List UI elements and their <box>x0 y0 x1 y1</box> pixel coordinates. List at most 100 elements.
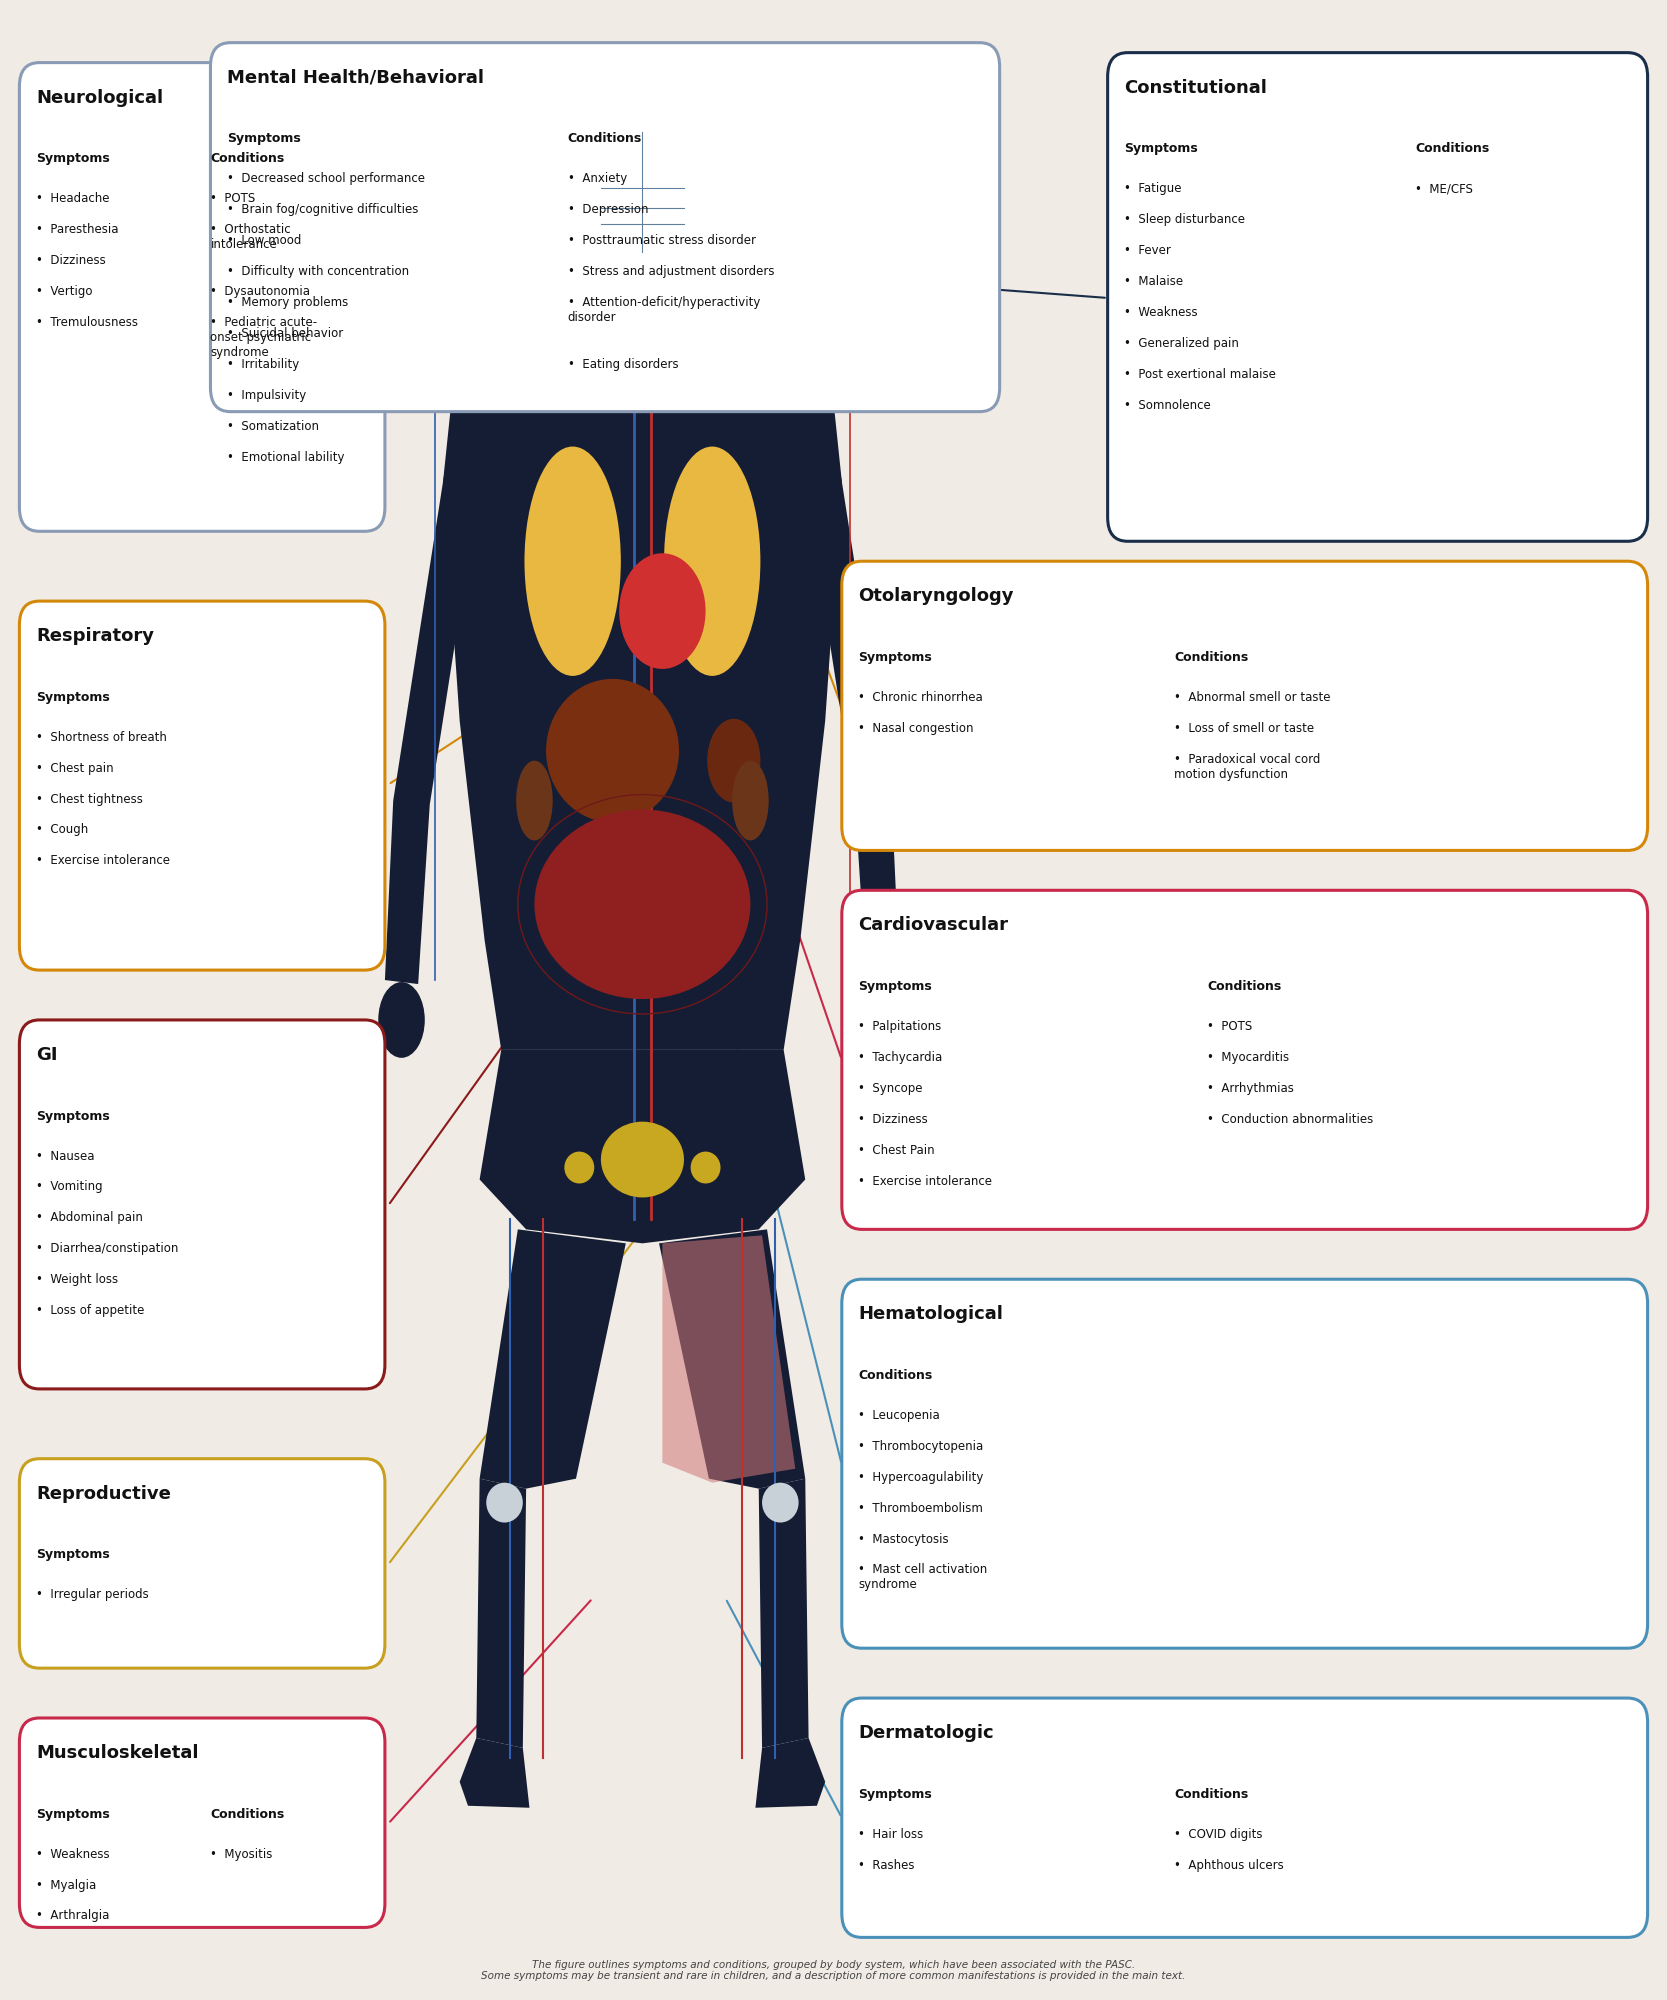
Text: •  Leucopenia: • Leucopenia <box>859 1408 940 1422</box>
Ellipse shape <box>600 1122 683 1198</box>
FancyBboxPatch shape <box>842 562 1647 850</box>
Text: •  Hypercoagulability: • Hypercoagulability <box>859 1470 984 1484</box>
Text: •  Mastocytosis: • Mastocytosis <box>859 1532 949 1546</box>
FancyBboxPatch shape <box>20 1718 385 1928</box>
Text: •  Decreased school performance: • Decreased school performance <box>227 172 425 186</box>
Text: •  Abdominal pain: • Abdominal pain <box>37 1212 143 1224</box>
Text: •  POTS: • POTS <box>1207 1020 1252 1032</box>
Text: •  Chest Pain: • Chest Pain <box>859 1144 935 1156</box>
Text: •  Attention-deficit/hyperactivity
disorder: • Attention-deficit/hyperactivity disord… <box>568 296 760 324</box>
Text: •  Irritability: • Irritability <box>227 358 300 370</box>
Text: •  Eating disorders: • Eating disorders <box>568 358 678 370</box>
Ellipse shape <box>690 1152 720 1184</box>
Text: Conditions: Conditions <box>210 152 285 166</box>
Ellipse shape <box>707 718 760 802</box>
Text: Cardiovascular: Cardiovascular <box>859 916 1009 934</box>
Text: Hematological: Hematological <box>859 1306 1004 1324</box>
Text: •  Myalgia: • Myalgia <box>37 1878 97 1892</box>
Text: •  Post exertional malaise: • Post exertional malaise <box>1124 368 1277 380</box>
Text: •  Shortness of breath: • Shortness of breath <box>37 730 167 744</box>
Text: •  Nausea: • Nausea <box>37 1150 95 1162</box>
Text: •  Thromboembolism: • Thromboembolism <box>859 1502 984 1514</box>
Text: Symptoms: Symptoms <box>37 690 110 704</box>
Text: •  Loss of appetite: • Loss of appetite <box>37 1304 145 1318</box>
Ellipse shape <box>378 982 425 1058</box>
Text: •  Fatigue: • Fatigue <box>1124 182 1182 196</box>
Text: •  Cough: • Cough <box>37 824 88 836</box>
Text: Reproductive: Reproductive <box>37 1484 172 1502</box>
Text: •  Abnormal smell or taste: • Abnormal smell or taste <box>1174 690 1330 704</box>
Text: •  Exercise intolerance: • Exercise intolerance <box>37 854 170 868</box>
Text: •  Weakness: • Weakness <box>1124 306 1199 318</box>
Polygon shape <box>605 286 678 332</box>
FancyBboxPatch shape <box>20 602 385 970</box>
Text: •  Headache: • Headache <box>37 192 110 206</box>
Text: •  Sleep disturbance: • Sleep disturbance <box>1124 214 1245 226</box>
Text: Constitutional: Constitutional <box>1124 78 1267 96</box>
Ellipse shape <box>535 810 750 1000</box>
Text: •  COVID digits: • COVID digits <box>1174 1828 1262 1840</box>
Text: Symptoms: Symptoms <box>37 152 110 166</box>
Text: •  Weakness: • Weakness <box>37 1848 110 1860</box>
Text: •  Irregular periods: • Irregular periods <box>37 1588 148 1602</box>
Text: •  Dizziness: • Dizziness <box>37 254 105 268</box>
Text: •  Malaise: • Malaise <box>1124 276 1184 288</box>
Text: Symptoms: Symptoms <box>859 1788 932 1800</box>
Ellipse shape <box>565 1152 593 1184</box>
Text: •  Myocarditis: • Myocarditis <box>1207 1050 1290 1064</box>
Text: •  Arrhythmias: • Arrhythmias <box>1207 1082 1294 1094</box>
Text: Conditions: Conditions <box>210 1808 285 1820</box>
Polygon shape <box>385 332 505 984</box>
Text: •  Aphthous ulcers: • Aphthous ulcers <box>1174 1858 1284 1872</box>
Text: •  Fever: • Fever <box>1124 244 1172 258</box>
Text: Conditions: Conditions <box>1207 980 1282 994</box>
Ellipse shape <box>618 554 705 668</box>
Text: •  Myositis: • Myositis <box>210 1848 273 1860</box>
Text: •  Vertigo: • Vertigo <box>37 284 92 298</box>
Text: •  Diarrhea/constipation: • Diarrhea/constipation <box>37 1242 178 1256</box>
Text: •  Chronic rhinorrhea: • Chronic rhinorrhea <box>859 690 984 704</box>
Text: Conditions: Conditions <box>568 132 642 146</box>
Ellipse shape <box>487 1482 523 1522</box>
FancyBboxPatch shape <box>842 1280 1647 1648</box>
Polygon shape <box>477 1478 527 1748</box>
Text: •  Chest tightness: • Chest tightness <box>37 792 143 806</box>
Text: •  Orthostatic
intolerance: • Orthostatic intolerance <box>210 224 292 252</box>
Text: Symptoms: Symptoms <box>1124 142 1199 156</box>
Text: Symptoms: Symptoms <box>37 1808 110 1820</box>
Text: •  Thrombocytopenia: • Thrombocytopenia <box>859 1440 984 1452</box>
Text: •  Loss of smell or taste: • Loss of smell or taste <box>1174 722 1314 734</box>
Text: Mental Health/Behavioral: Mental Health/Behavioral <box>227 68 483 86</box>
Text: •  Nasal congestion: • Nasal congestion <box>859 722 974 734</box>
Text: •  Stress and adjustment disorders: • Stress and adjustment disorders <box>568 266 773 278</box>
Text: •  Posttraumatic stress disorder: • Posttraumatic stress disorder <box>568 234 755 248</box>
Text: •  Low mood: • Low mood <box>227 234 302 248</box>
Text: Conditions: Conditions <box>1174 1788 1249 1800</box>
Text: •  Somatization: • Somatization <box>227 420 318 432</box>
Text: •  Depression: • Depression <box>568 204 648 216</box>
Ellipse shape <box>580 130 705 254</box>
Text: •  Pediatric acute-
onset psychiatric
syndrome: • Pediatric acute- onset psychiatric syn… <box>210 316 318 358</box>
Text: •  Brain fog/cognitive difficulties: • Brain fog/cognitive difficulties <box>227 204 418 216</box>
Text: •  Somnolence: • Somnolence <box>1124 398 1210 412</box>
Text: •  Syncope: • Syncope <box>859 1082 924 1094</box>
Ellipse shape <box>525 446 620 676</box>
Text: •  Dizziness: • Dizziness <box>859 1112 929 1126</box>
Text: •  Suicidal behavior: • Suicidal behavior <box>227 326 343 340</box>
Text: •  Paradoxical vocal cord
motion dysfunction: • Paradoxical vocal cord motion dysfunct… <box>1174 752 1320 780</box>
Ellipse shape <box>732 760 768 840</box>
FancyBboxPatch shape <box>210 42 1000 412</box>
FancyBboxPatch shape <box>20 1020 385 1388</box>
Text: Conditions: Conditions <box>1174 650 1249 664</box>
FancyBboxPatch shape <box>842 890 1647 1230</box>
Text: Symptoms: Symptoms <box>227 132 300 146</box>
Text: •  Paresthesia: • Paresthesia <box>37 224 118 236</box>
Text: •  Palpitations: • Palpitations <box>859 1020 942 1032</box>
Text: GI: GI <box>37 1046 57 1064</box>
Text: •  Memory problems: • Memory problems <box>227 296 348 308</box>
FancyBboxPatch shape <box>1107 52 1647 542</box>
Text: Conditions: Conditions <box>859 1368 932 1382</box>
Text: •  Impulsivity: • Impulsivity <box>227 388 307 402</box>
Polygon shape <box>662 1236 795 1482</box>
Ellipse shape <box>663 446 760 676</box>
